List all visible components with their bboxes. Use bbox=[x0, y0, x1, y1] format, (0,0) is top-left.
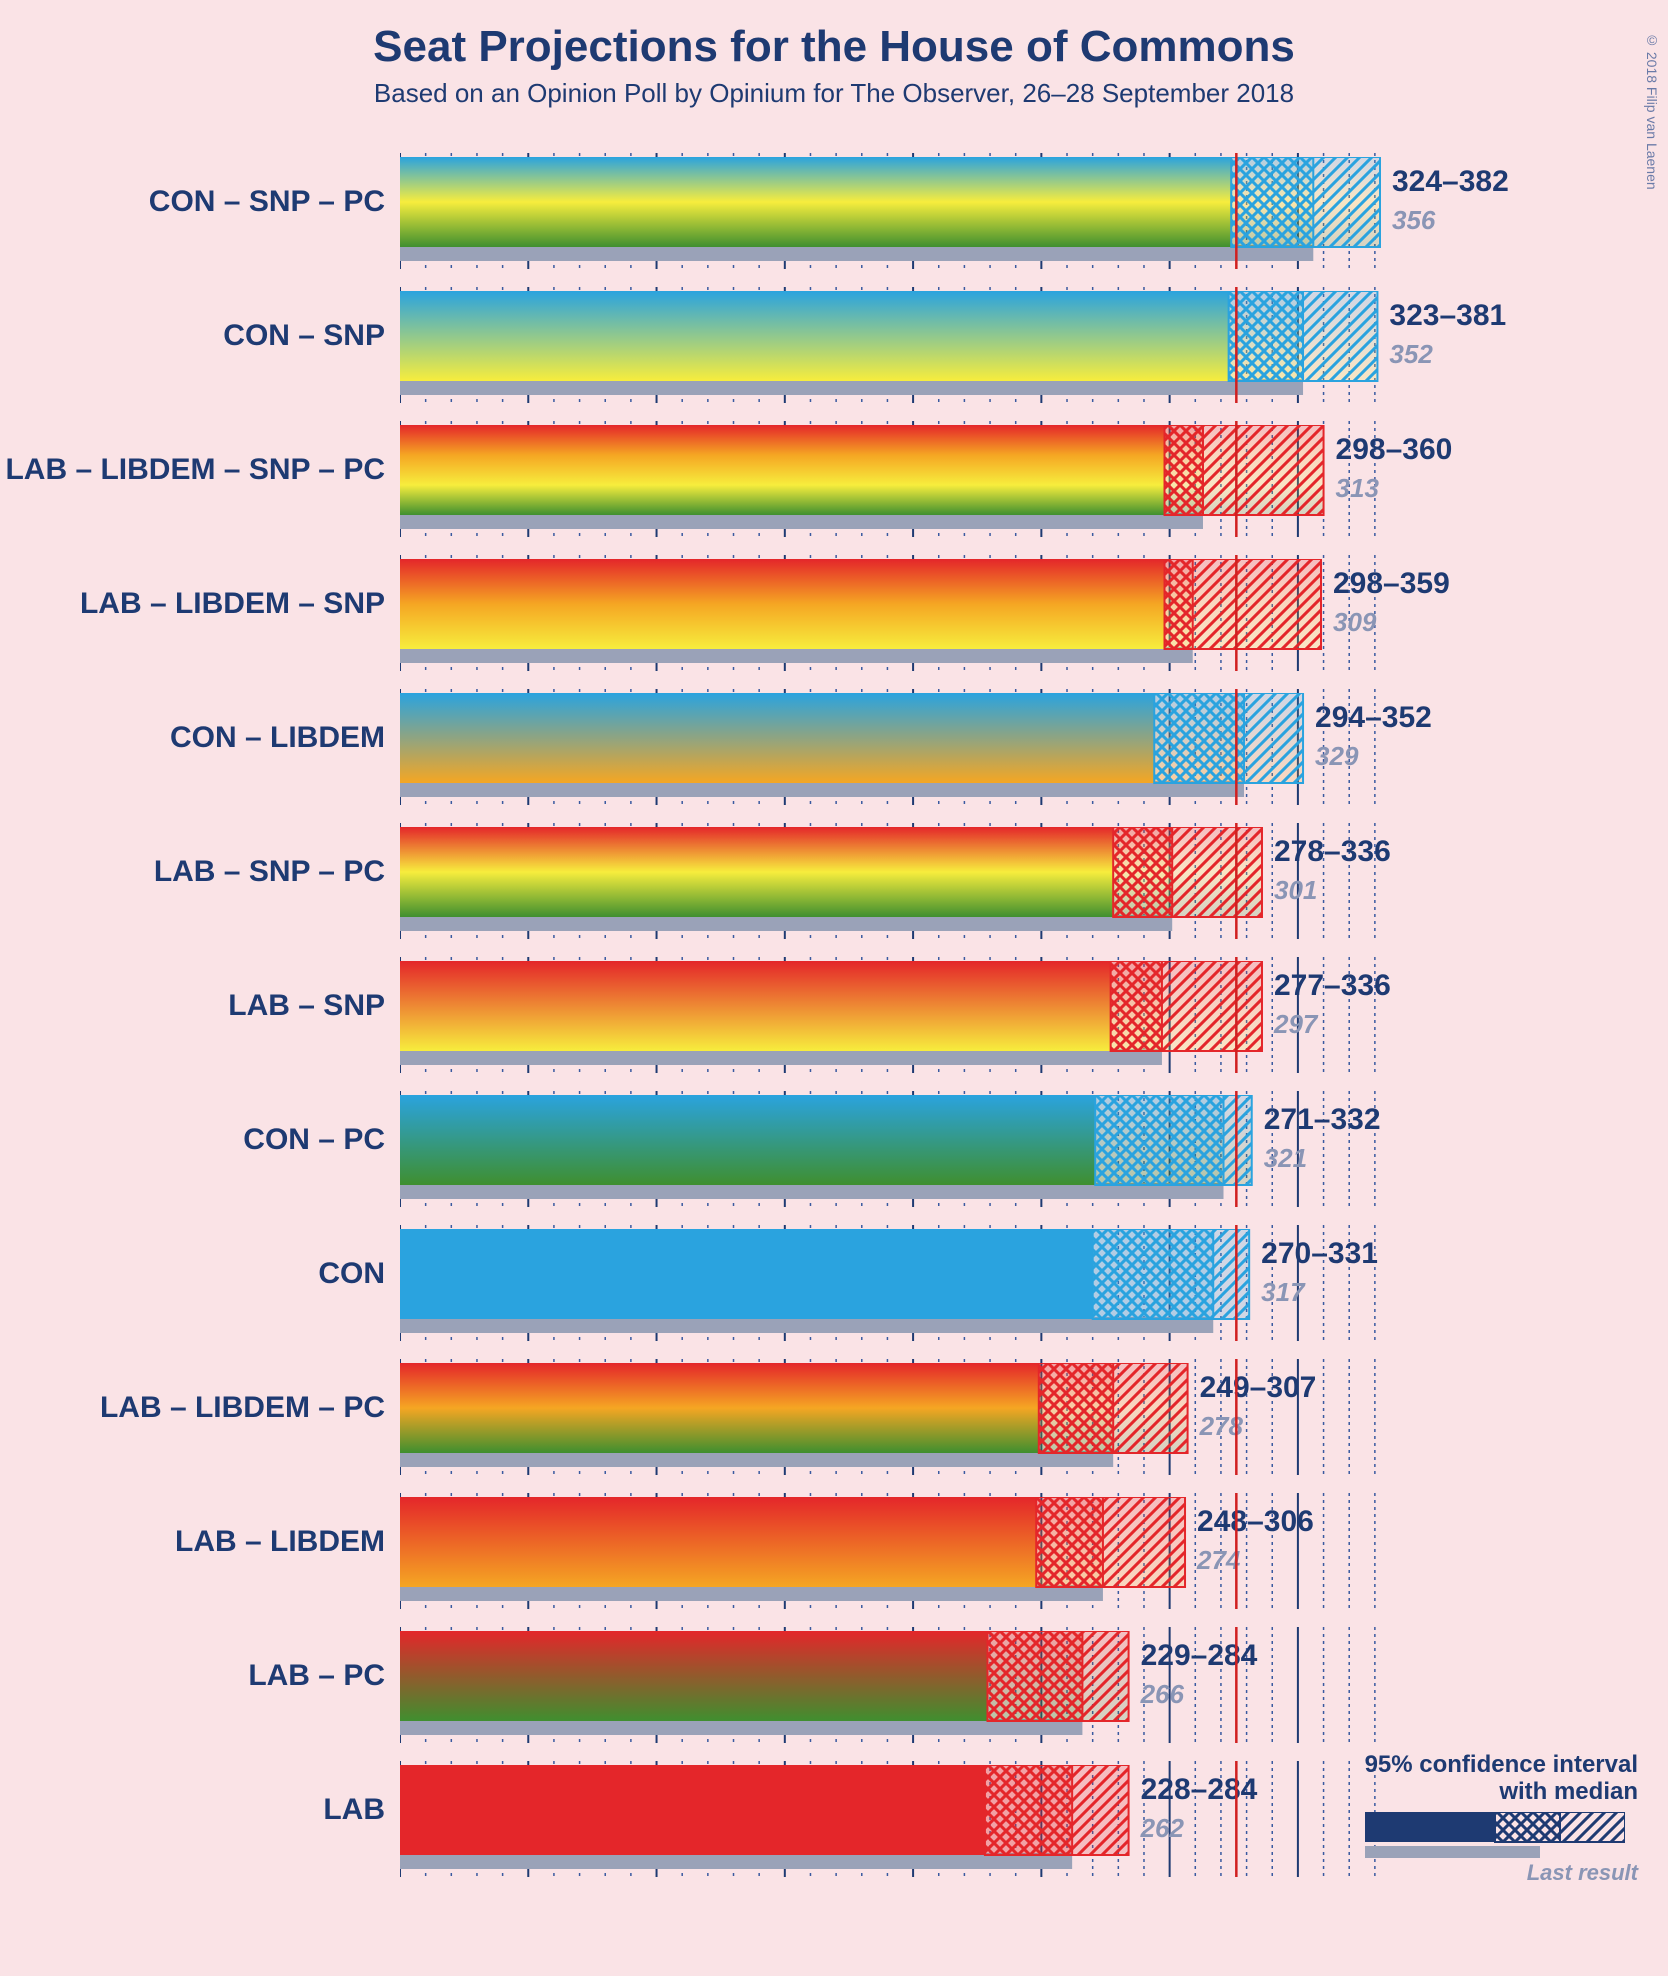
row-label: LAB – LIBDEM bbox=[175, 1525, 385, 1559]
legend-ci-line1: 95% confidence interval bbox=[1365, 1751, 1638, 1779]
row-median: 321 bbox=[1264, 1143, 1307, 1174]
chart-row: CON – SNP – PC324–382356 bbox=[400, 157, 1380, 247]
legend-bar bbox=[1365, 1812, 1625, 1858]
row-median: 309 bbox=[1333, 607, 1376, 638]
chart-row: CON270–331317 bbox=[400, 1229, 1380, 1319]
legend-last-result: Last result bbox=[1365, 1860, 1638, 1886]
row-label: LAB bbox=[323, 1793, 385, 1827]
row-bar bbox=[400, 291, 1381, 403]
row-range: 294–352 bbox=[1315, 701, 1432, 735]
row-range: 270–331 bbox=[1261, 1237, 1378, 1271]
row-range: 323–381 bbox=[1389, 299, 1506, 333]
row-bar bbox=[400, 425, 1328, 537]
chart-row: LAB – SNP277–336297 bbox=[400, 961, 1380, 1051]
row-label: CON – PC bbox=[243, 1123, 385, 1157]
row-median: 301 bbox=[1274, 875, 1317, 906]
chart-subtitle: Based on an Opinion Poll by Opinium for … bbox=[0, 78, 1668, 109]
copyright-text: © 2018 Filip van Laenen bbox=[1644, 32, 1660, 190]
row-bar bbox=[400, 1229, 1253, 1341]
row-range: 229–284 bbox=[1141, 1639, 1258, 1673]
chart-row: CON – PC271–332321 bbox=[400, 1095, 1380, 1185]
row-range: 324–382 bbox=[1392, 165, 1509, 199]
row-median: 262 bbox=[1141, 1813, 1184, 1844]
row-label: CON bbox=[318, 1257, 385, 1291]
row-label: CON – LIBDEM bbox=[170, 721, 385, 755]
row-median: 317 bbox=[1261, 1277, 1304, 1308]
row-median: 297 bbox=[1274, 1009, 1317, 1040]
row-median: 352 bbox=[1389, 339, 1432, 370]
chart-row: LAB – LIBDEM248–306274 bbox=[400, 1497, 1380, 1587]
chart-row: LAB – LIBDEM – PC249–307278 bbox=[400, 1363, 1380, 1453]
row-bar bbox=[400, 157, 1384, 269]
row-median: 356 bbox=[1392, 205, 1435, 236]
chart-row: CON – SNP323–381352 bbox=[400, 291, 1380, 381]
chart-row: CON – LIBDEM294–352329 bbox=[400, 693, 1380, 783]
row-bar bbox=[400, 961, 1266, 1073]
chart-row: LAB – LIBDEM – SNP298–359309 bbox=[400, 559, 1380, 649]
row-bar bbox=[400, 693, 1307, 805]
legend: 95% confidence interval with median Last… bbox=[1365, 1751, 1638, 1886]
row-bar bbox=[400, 1363, 1192, 1475]
row-range: 249–307 bbox=[1200, 1371, 1317, 1405]
chart-row: LAB – LIBDEM – SNP – PC298–360313 bbox=[400, 425, 1380, 515]
chart-row: LAB – SNP – PC278–336301 bbox=[400, 827, 1380, 917]
row-label: LAB – LIBDEM – SNP – PC bbox=[5, 453, 385, 487]
row-range: 248–306 bbox=[1197, 1505, 1314, 1539]
chart-title: Seat Projections for the House of Common… bbox=[0, 22, 1668, 72]
row-range: 228–284 bbox=[1141, 1773, 1258, 1807]
row-bar bbox=[400, 559, 1325, 671]
row-range: 278–336 bbox=[1274, 835, 1391, 869]
row-bar bbox=[400, 1631, 1133, 1743]
row-bar bbox=[400, 1095, 1256, 1207]
row-range: 271–332 bbox=[1264, 1103, 1381, 1137]
row-bar bbox=[400, 1765, 1133, 1877]
row-range: 298–359 bbox=[1333, 567, 1450, 601]
row-range: 298–360 bbox=[1336, 433, 1453, 467]
chart-row: LAB – PC229–284266 bbox=[400, 1631, 1380, 1721]
row-bar bbox=[400, 1497, 1189, 1609]
row-median: 329 bbox=[1315, 741, 1358, 772]
row-label: LAB – SNP bbox=[228, 989, 385, 1023]
legend-ci-line2: with median bbox=[1365, 1778, 1638, 1806]
row-label: CON – SNP bbox=[223, 319, 385, 353]
row-median: 313 bbox=[1336, 473, 1379, 504]
row-bar bbox=[400, 827, 1266, 939]
chart-area: CON – SNP – PC324–382356 CON – SNP323–381… bbox=[400, 142, 1380, 1942]
row-label: LAB – LIBDEM – PC bbox=[100, 1391, 385, 1425]
row-median: 266 bbox=[1141, 1679, 1184, 1710]
row-median: 274 bbox=[1197, 1545, 1240, 1576]
row-label: LAB – SNP – PC bbox=[154, 855, 385, 889]
row-label: CON – SNP – PC bbox=[149, 185, 385, 219]
row-label: LAB – PC bbox=[248, 1659, 385, 1693]
row-range: 277–336 bbox=[1274, 969, 1391, 1003]
chart-row: LAB228–284262 bbox=[400, 1765, 1380, 1855]
row-median: 278 bbox=[1200, 1411, 1243, 1442]
row-label: LAB – LIBDEM – SNP bbox=[80, 587, 385, 621]
